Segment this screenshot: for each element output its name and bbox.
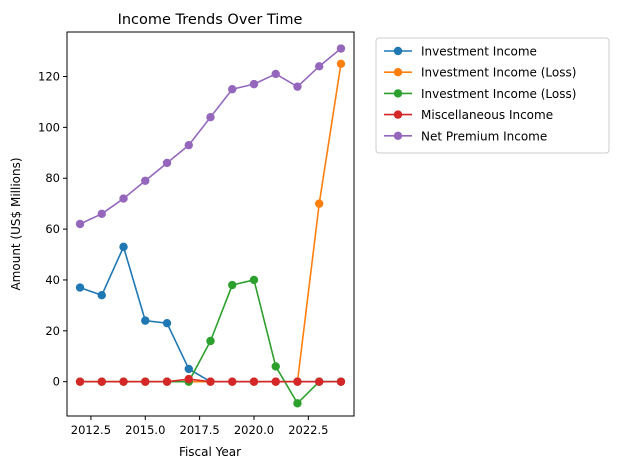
data-point (184, 364, 193, 374)
series-line (79, 47, 342, 225)
data-point (271, 69, 280, 79)
legend-box (375, 37, 610, 154)
legend-entry: Investment Income (384, 45, 537, 59)
data-point (75, 283, 85, 292)
legend-entry: Miscellaneous Income (384, 108, 553, 122)
data-point (162, 158, 172, 168)
y-tick-label: 20 (45, 324, 60, 338)
data-point (315, 199, 324, 208)
legend: Investment Income Investment Income (Loss… (375, 37, 610, 154)
legend-marker (393, 131, 403, 140)
data-point (249, 275, 259, 285)
x-tick-label: 2022.5 (288, 423, 328, 437)
legend-label: Investment Income (Loss) (421, 87, 576, 101)
x-tick-label: 2020.0 (234, 423, 274, 437)
data-point (249, 79, 259, 89)
y-tick-label: 60 (45, 222, 60, 236)
data-point (271, 362, 280, 371)
y-tick-label: 100 (38, 120, 60, 134)
y-tick-label: 0 (53, 375, 60, 389)
legend-label: Investment Income (421, 45, 537, 59)
y-axis-label: Amount (US$ Millions) (9, 157, 23, 290)
plot-area (75, 44, 346, 408)
legend-entry: Net Premium Income (384, 129, 547, 143)
data-point (162, 377, 172, 386)
series-5 (75, 44, 346, 229)
y-tick-label: 120 (38, 70, 60, 84)
data-point (336, 59, 346, 68)
legend-marker (393, 89, 403, 98)
data-point (228, 280, 237, 290)
data-point (206, 336, 215, 346)
x-tick-label: 2015.0 (125, 423, 165, 437)
y-tick-label: 80 (45, 171, 60, 185)
y-tick-label: 40 (45, 273, 60, 287)
series-line (80, 63, 342, 383)
data-point (336, 377, 346, 386)
data-point (336, 44, 346, 53)
legend-marker (393, 110, 403, 119)
data-point (206, 112, 215, 122)
legend-label: Net Premium Income (421, 129, 547, 143)
data-point (97, 377, 106, 386)
legend-marker (393, 68, 403, 77)
data-point (293, 377, 302, 386)
legend-entry: Investment Income (Loss) (384, 66, 576, 80)
series-line (79, 246, 341, 383)
chart-title: Income Trends Over Time (118, 12, 303, 28)
x-tick-label: 2012.5 (71, 423, 111, 437)
x-tick-label: 2017.5 (180, 423, 220, 437)
legend-label: Investment Income (Loss) (421, 66, 576, 80)
data-point (228, 377, 237, 386)
legend-entry: Investment Income (Loss) (384, 87, 576, 101)
data-point (315, 377, 324, 386)
legend-marker (393, 46, 403, 56)
series-4 (75, 374, 346, 386)
data-point (293, 82, 302, 91)
data-point (97, 209, 106, 219)
data-point (119, 377, 128, 386)
data-point (97, 291, 106, 300)
data-point (249, 377, 259, 386)
data-point (184, 374, 193, 384)
plot-frame (66, 31, 355, 417)
data-point (293, 399, 302, 408)
data-point (141, 377, 150, 386)
data-point (206, 377, 215, 386)
legend-label: Miscellaneous Income (421, 108, 553, 122)
data-point (184, 140, 193, 150)
data-point (228, 85, 237, 94)
x-axis-label: Fiscal Year (179, 445, 241, 459)
data-point (271, 377, 280, 386)
data-point (315, 62, 324, 71)
series-1 (75, 242, 346, 386)
data-point (141, 316, 150, 325)
data-point (141, 176, 150, 185)
data-point (75, 219, 85, 229)
data-point (162, 318, 172, 328)
data-point (119, 242, 128, 252)
series-3 (75, 275, 346, 408)
data-point (119, 194, 128, 203)
data-point (75, 377, 85, 386)
